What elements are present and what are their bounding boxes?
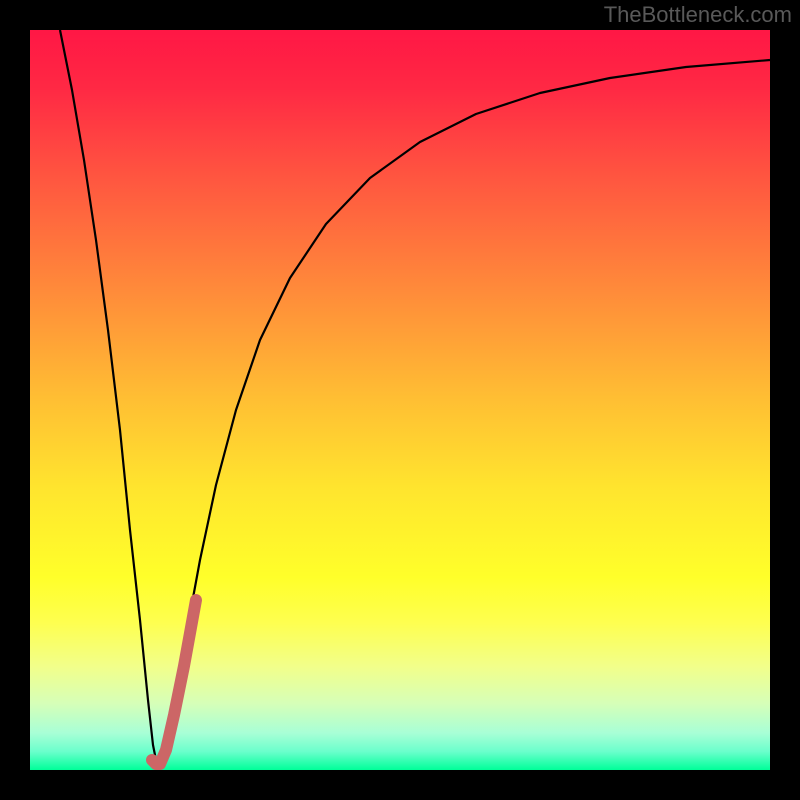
plot-background-gradient (30, 30, 770, 770)
bottleneck-chart (0, 0, 800, 800)
chart-container: TheBottleneck.com (0, 0, 800, 800)
watermark-text: TheBottleneck.com (604, 2, 792, 28)
